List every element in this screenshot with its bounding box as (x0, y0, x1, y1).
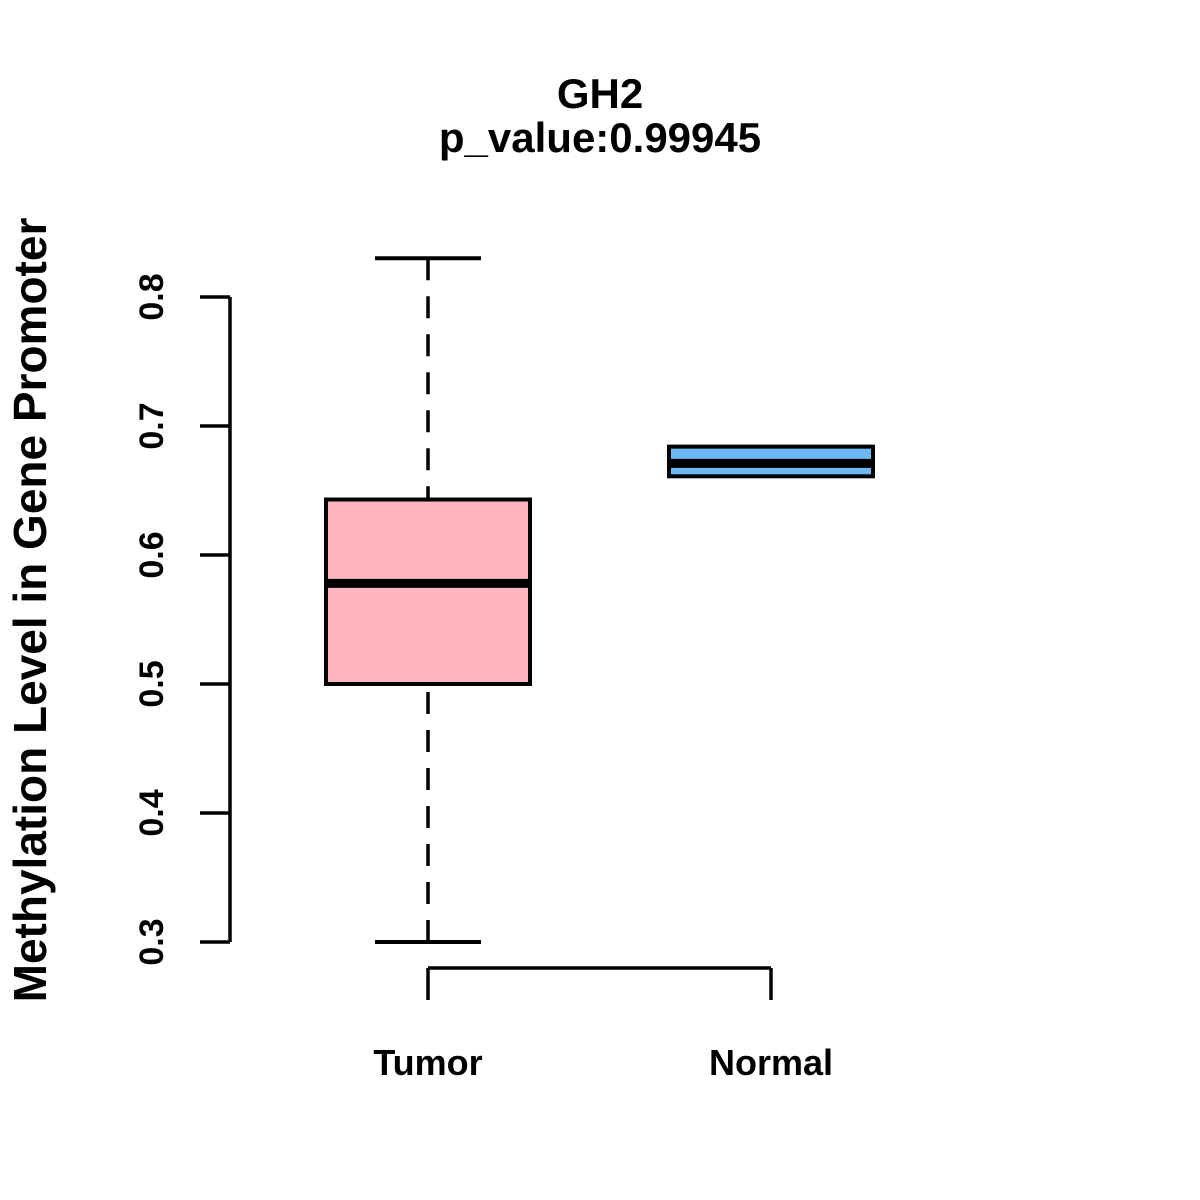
x-category-label-tumor: Tumor (373, 1042, 482, 1083)
chart-subtitle: p_value:0.99945 (439, 114, 761, 161)
chart-title: GH2 (557, 70, 643, 117)
y-axis-label: Methylation Level in Gene Promoter (4, 218, 56, 1003)
box-normal (667, 444, 875, 479)
box-tumor (324, 256, 532, 944)
x-category-label-normal: Normal (709, 1042, 833, 1083)
y-tick-label: 0.8 (133, 273, 171, 320)
y-tick-label: 0.3 (133, 918, 171, 965)
y-tick-label: 0.5 (133, 660, 171, 707)
y-tick-label: 0.6 (133, 531, 171, 578)
iqr-box (324, 497, 532, 686)
y-tick-label: 0.4 (133, 789, 171, 836)
generated-chart-elements: 0.3 0.4 0.5 0.6 0.7 0.8 (133, 256, 875, 1000)
y-tick-label: 0.7 (133, 402, 171, 449)
